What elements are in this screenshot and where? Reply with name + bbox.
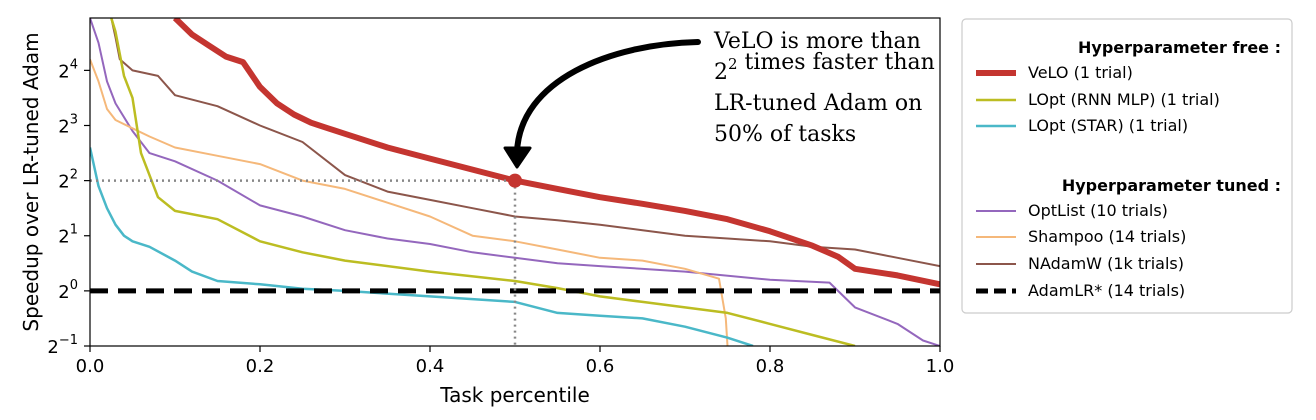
legend-label: NAdamW (1k trials) bbox=[1028, 254, 1184, 273]
series-line-lopt-star-1-trial bbox=[90, 147, 754, 346]
y-tick-label: 21 bbox=[58, 223, 78, 248]
legend: Hyperparameter free : VeLO (1 trial) LOpt … bbox=[961, 18, 1293, 314]
annotation-line: 22 times faster than bbox=[714, 50, 935, 85]
series-line-velo-1-trial bbox=[172, 18, 940, 288]
y-axis-label: Speedup over LR-tuned Adam bbox=[19, 32, 43, 331]
y-tick-label: 24 bbox=[58, 57, 78, 82]
x-tick-label: 0.2 bbox=[246, 356, 275, 377]
annotation-line: VeLO is more than bbox=[713, 29, 921, 54]
legend-label: LOpt (RNN MLP) (1 trial) bbox=[1028, 90, 1220, 109]
legend-label: Shampoo (14 trials) bbox=[1028, 227, 1186, 246]
x-tick-label: 0.8 bbox=[756, 356, 785, 377]
legend-label: LOpt (STAR) (1 trial) bbox=[1028, 116, 1188, 135]
series-line-nadamw-1k-trials bbox=[110, 18, 940, 268]
legend-label: OptList (10 trials) bbox=[1028, 201, 1168, 220]
legend-label: VeLO (1 trial) bbox=[1028, 63, 1133, 82]
annotation-line: 50% of tasks bbox=[714, 122, 856, 147]
guide-layer bbox=[90, 173, 522, 346]
legend-label: AdamLR* (14 trials) bbox=[1028, 281, 1185, 300]
legend-heading: Hyperparameter tuned : bbox=[1062, 176, 1281, 195]
ticks-layer: 0.0 0.2 0.4 0.6 0.8 1.0 2−1 20 21 22 23 24 bbox=[47, 57, 954, 377]
axes-layer bbox=[89, 17, 941, 347]
series-line-lopt-rnn-mlp-1-trial bbox=[110, 18, 856, 346]
series-line-shampoo-14-trials bbox=[90, 58, 729, 346]
x-tick-label: 0.0 bbox=[76, 356, 105, 377]
y-tick-label: 2−1 bbox=[47, 333, 78, 358]
y-tick-label: 23 bbox=[58, 112, 78, 137]
x-axis-label: Task percentile bbox=[439, 383, 590, 407]
annotation-arrow bbox=[514, 39, 701, 155]
series-layer bbox=[90, 18, 940, 346]
y-tick-label: 20 bbox=[58, 278, 78, 303]
x-tick-label: 1.0 bbox=[926, 356, 955, 377]
x-tick-label: 0.6 bbox=[586, 356, 615, 377]
annotation-arrowhead bbox=[503, 146, 532, 169]
y-tick-label: 22 bbox=[58, 168, 78, 193]
legend-heading: Hyperparameter free : bbox=[1078, 38, 1281, 57]
x-tick-label: 0.4 bbox=[416, 356, 445, 377]
annotation-line: LR-tuned Adam on bbox=[714, 91, 922, 116]
legend-box bbox=[961, 18, 1293, 314]
plot-frame bbox=[89, 17, 941, 347]
highlight-point bbox=[508, 173, 522, 188]
